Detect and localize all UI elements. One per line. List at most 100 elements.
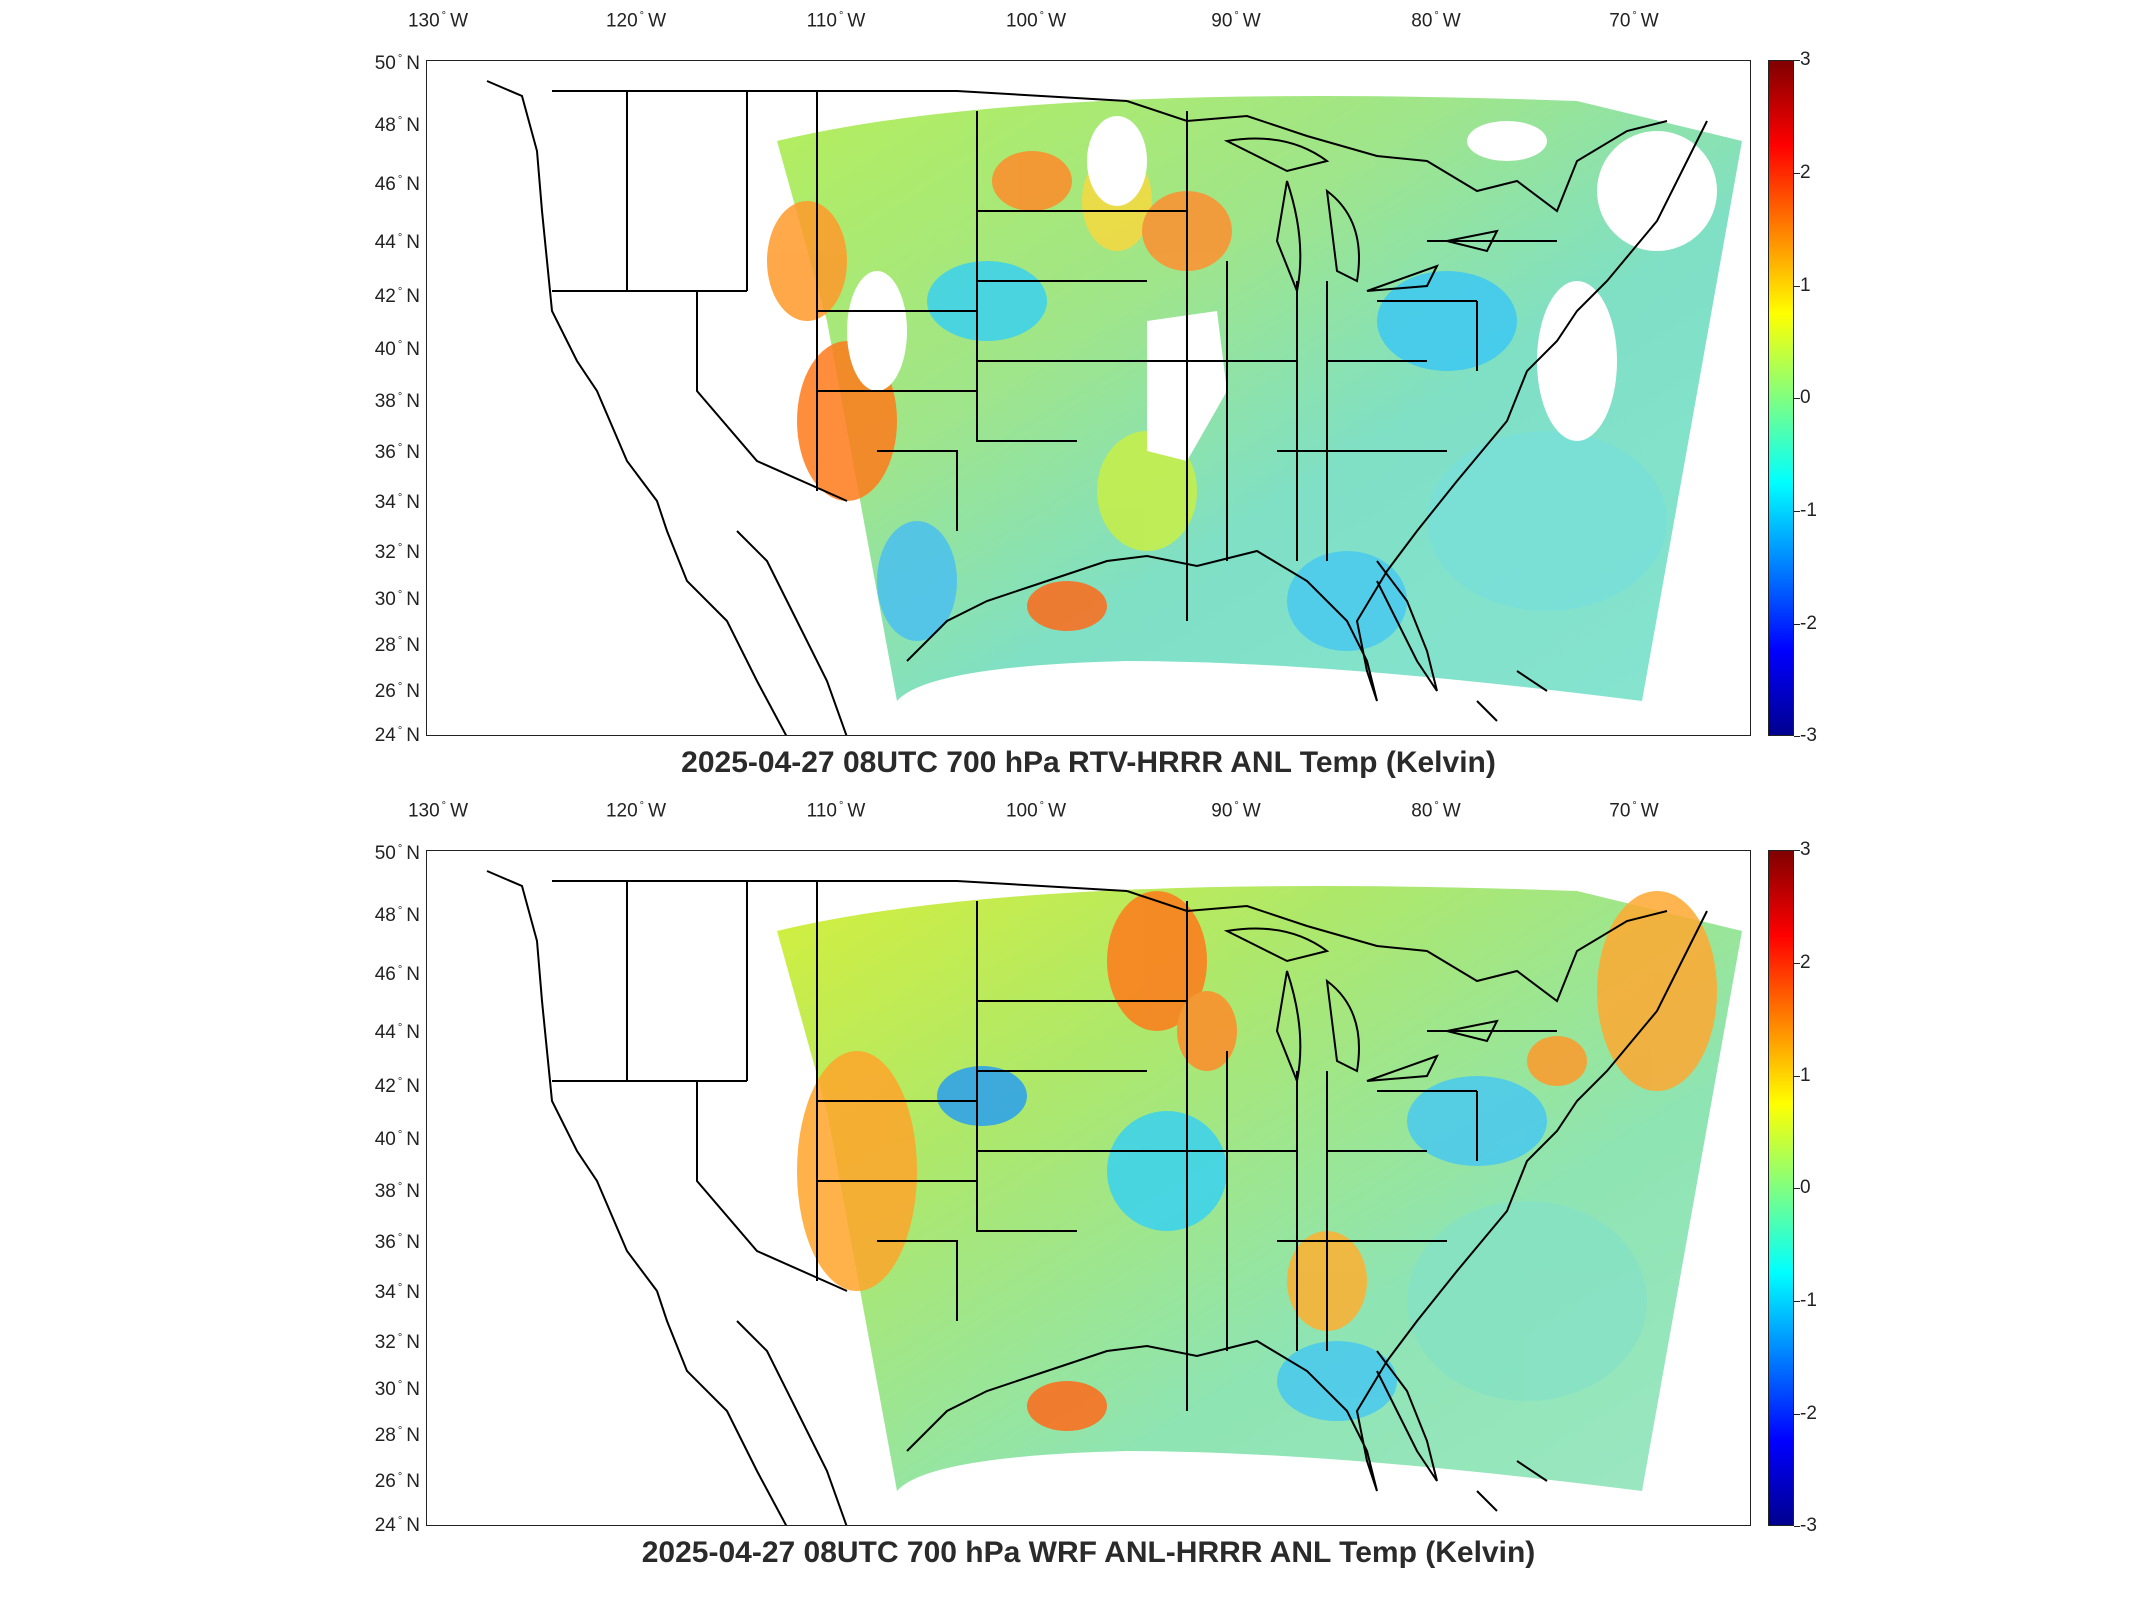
longitude-tick-label: 100 ° W bbox=[1005, 800, 1067, 822]
latitude-tick-label: 26 ° N bbox=[374, 680, 420, 703]
latitude-tick-label: 50 ° N bbox=[374, 52, 420, 75]
colorbar-tick-label: -3 bbox=[1800, 725, 1817, 746]
state-lines bbox=[552, 881, 1557, 1411]
colorbar-tick-label: -1 bbox=[1800, 500, 1817, 521]
latitude-tick-label: 40 ° N bbox=[374, 1128, 420, 1151]
latitude-tick-label: 24 ° N bbox=[374, 724, 420, 747]
latitude-tick-label: 42 ° N bbox=[374, 1075, 420, 1098]
colorbar-tick-mark bbox=[1794, 398, 1800, 399]
baja-coast bbox=[736, 1320, 848, 1525]
latitude-tick-label: 32 ° N bbox=[374, 1331, 420, 1354]
colorbar-tick-mark bbox=[1794, 736, 1800, 737]
colorbar-tick-label: -3 bbox=[1800, 1515, 1817, 1536]
colorbar-tick-mark bbox=[1794, 286, 1800, 287]
latitude-tick-label: 32 ° N bbox=[374, 541, 420, 564]
latitude-tick-label: 40 ° N bbox=[374, 338, 420, 361]
latitude-tick-label: 30 ° N bbox=[374, 1378, 420, 1401]
great-lakes bbox=[1223, 137, 1499, 295]
latitude-tick-label: 36 ° N bbox=[374, 441, 420, 464]
west-coast bbox=[486, 80, 788, 735]
panel-title: 2025-04-27 08UTC 700 hPa RTV-HRRR ANL Te… bbox=[681, 746, 1496, 779]
longitude-tick-label: 110 ° W bbox=[806, 800, 866, 822]
longitude-tick-label: 70 ° W bbox=[1609, 10, 1659, 32]
map-area bbox=[426, 60, 1751, 736]
latitude-tick-label: 50 ° N bbox=[374, 842, 420, 865]
colorbar-tick-mark bbox=[1794, 1188, 1800, 1189]
map-area bbox=[426, 850, 1751, 1526]
colorbar-tick-mark bbox=[1794, 850, 1800, 851]
colorbar-tick-label: 2 bbox=[1800, 162, 1811, 183]
gulf-coast bbox=[906, 120, 1708, 702]
latitude-tick-label: 26 ° N bbox=[374, 1470, 420, 1493]
colorbar-tick-label: 0 bbox=[1800, 387, 1811, 408]
longitude-tick-label: 100 ° W bbox=[1005, 10, 1067, 32]
latitude-tick-label: 48 ° N bbox=[374, 904, 420, 927]
longitude-tick-label: 90 ° W bbox=[1211, 10, 1261, 32]
colorbar-tick-label: 1 bbox=[1800, 275, 1811, 296]
colorbar-tick-label: 0 bbox=[1800, 1177, 1811, 1198]
map-svg bbox=[486, 80, 1742, 735]
latitude-tick-label: 46 ° N bbox=[374, 173, 420, 196]
longitude-tick-label: 120 ° W bbox=[605, 800, 667, 822]
colorbar-tick-label: 1 bbox=[1800, 1065, 1811, 1086]
latitude-tick-label: 34 ° N bbox=[374, 1281, 420, 1304]
longitude-tick-label: 80 ° W bbox=[1411, 10, 1461, 32]
colorbar-tick-mark bbox=[1794, 60, 1800, 61]
longitude-tick-label: 130 ° W bbox=[407, 10, 469, 32]
state-lines bbox=[552, 91, 1557, 621]
latitude-tick-label: 36 ° N bbox=[374, 1231, 420, 1254]
colorbar-tick-mark bbox=[1794, 963, 1800, 964]
cuba-fragments bbox=[1476, 1460, 1548, 1512]
panel-title: 2025-04-27 08UTC 700 hPa WRF ANL-HRRR AN… bbox=[641, 1536, 1536, 1569]
latitude-tick-label: 28 ° N bbox=[374, 634, 420, 657]
colorbar-tick-mark bbox=[1794, 511, 1800, 512]
gulf-coast bbox=[906, 910, 1708, 1492]
colorbar-tick-mark bbox=[1794, 1526, 1800, 1527]
colorbar-tick-mark bbox=[1794, 1414, 1800, 1415]
data-domain bbox=[777, 886, 1742, 1491]
baja-coast bbox=[736, 530, 848, 735]
colorbar-tick-label: 3 bbox=[1800, 839, 1811, 860]
florida bbox=[1376, 560, 1438, 692]
latitude-tick-label: 34 ° N bbox=[374, 491, 420, 514]
colorbar-tick-label: 3 bbox=[1800, 49, 1811, 70]
us-canada-border bbox=[552, 880, 1668, 1003]
latitude-tick-label: 42 ° N bbox=[374, 285, 420, 308]
latitude-tick-label: 28 ° N bbox=[374, 1424, 420, 1447]
florida bbox=[1376, 1350, 1438, 1482]
great-lakes bbox=[1223, 927, 1499, 1085]
colorbar bbox=[1768, 850, 1794, 1526]
longitude-tick-label: 90 ° W bbox=[1211, 800, 1261, 822]
longitude-tick-label: 130 ° W bbox=[407, 800, 469, 822]
colorbar-tick-mark bbox=[1794, 624, 1800, 625]
latitude-tick-label: 24 ° N bbox=[374, 1514, 420, 1537]
us-canada-border bbox=[552, 90, 1668, 213]
temperature-anomaly-blobs bbox=[797, 891, 1717, 1431]
colorbar-tick-mark bbox=[1794, 1301, 1800, 1302]
coastline-and-borders bbox=[486, 80, 1708, 735]
coastline-and-borders bbox=[486, 870, 1708, 1525]
map-panel-wrf: 130 ° W 120 ° W 110 ° W 100 ° W 90 ° W 80 ° W 70 ° W 50 ° N 48 °… bbox=[0, 790, 2133, 1590]
longitude-tick-label: 80 ° W bbox=[1411, 800, 1461, 822]
latitude-tick-label: 30 ° N bbox=[374, 588, 420, 611]
colorbar-tick-label: -2 bbox=[1800, 1403, 1817, 1424]
colorbar-tick-label: -1 bbox=[1800, 1290, 1817, 1311]
colorbar bbox=[1768, 60, 1794, 736]
colorbar-tick-mark bbox=[1794, 1076, 1800, 1077]
longitude-tick-label: 120 ° W bbox=[605, 10, 667, 32]
colorbar-tick-label: 2 bbox=[1800, 952, 1811, 973]
colorbar-tick-mark bbox=[1794, 173, 1800, 174]
west-coast bbox=[486, 870, 788, 1525]
latitude-tick-label: 48 ° N bbox=[374, 114, 420, 137]
latitude-tick-label: 44 ° N bbox=[374, 231, 420, 254]
latitude-tick-label: 38 ° N bbox=[374, 1180, 420, 1203]
latitude-tick-label: 38 ° N bbox=[374, 390, 420, 413]
longitude-tick-label: 110 ° W bbox=[806, 10, 866, 32]
longitude-tick-label: 70 ° W bbox=[1609, 800, 1659, 822]
latitude-tick-label: 44 ° N bbox=[374, 1021, 420, 1044]
map-svg bbox=[486, 870, 1742, 1525]
colorbar-tick-label: -2 bbox=[1800, 613, 1817, 634]
map-panel-rtv: 130 ° W 120 ° W 110 ° W 100 ° W 90 ° W 80 ° W 70 ° W 50 ° N 48 °… bbox=[374, 10, 1817, 779]
cuba-fragments bbox=[1476, 670, 1548, 722]
latitude-tick-label: 46 ° N bbox=[374, 963, 420, 986]
